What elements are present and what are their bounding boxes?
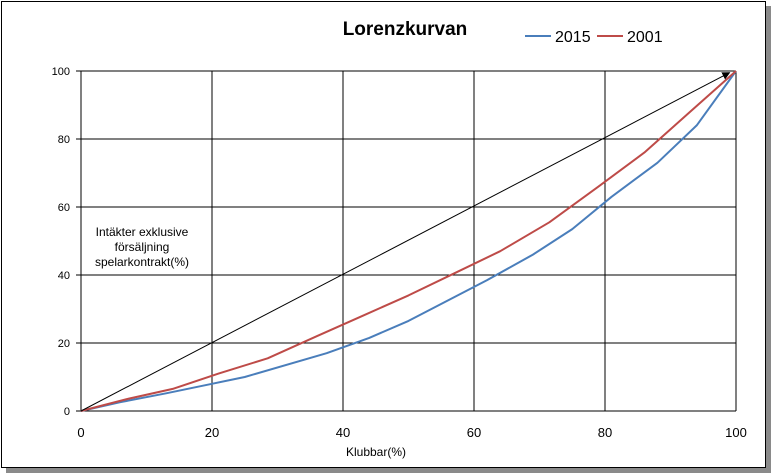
y-tick-label: 80	[58, 134, 70, 146]
y-axis-label-line: försäljning	[115, 240, 170, 254]
lorenz-chart: Lorenzkurvan 0 20 40 60 80 100 0 20 40 60 80 100 20…	[52, 19, 747, 459]
x-tick-label: 20	[205, 425, 219, 440]
series-line-2015	[80, 70, 737, 412]
y-tick-label: 60	[58, 202, 70, 214]
x-tick-label: 0	[77, 425, 84, 440]
y-axis-label: Intäkter exklusiveförsäljningspelarkontr…	[95, 225, 189, 269]
x-tick-label: 80	[598, 425, 612, 440]
legend-label: 2015	[555, 29, 591, 46]
y-tick-label: 20	[58, 338, 70, 350]
legend-label: 2001	[627, 29, 663, 46]
y-axis-label-line: Intäkter exklusive	[96, 225, 189, 239]
chart-title: Lorenzkurvan	[343, 19, 468, 40]
chart-frame: Lorenzkurvan 0 20 40 60 80 100 0 20 40 60 80 100 20…	[1, 1, 766, 468]
x-tick-label: 100	[725, 425, 747, 440]
y-axis-label-line: spelarkontrakt(%)	[95, 255, 189, 269]
axis-ticks: 0 20 40 60 80 100 0 20 40 60 80 100	[52, 66, 747, 440]
series-layer	[80, 70, 737, 412]
equality-line	[80, 72, 731, 412]
grid	[80, 70, 737, 412]
y-tick-label: 100	[52, 66, 70, 78]
x-axis-label: Klubbar(%)	[346, 445, 406, 459]
x-tick-label: 60	[467, 425, 481, 440]
y-tick-label: 0	[64, 406, 70, 418]
legend: 2015 2001	[525, 29, 663, 46]
series-line-2001	[80, 70, 737, 412]
x-tick-label: 40	[336, 425, 350, 440]
y-tick-label: 40	[58, 270, 70, 282]
